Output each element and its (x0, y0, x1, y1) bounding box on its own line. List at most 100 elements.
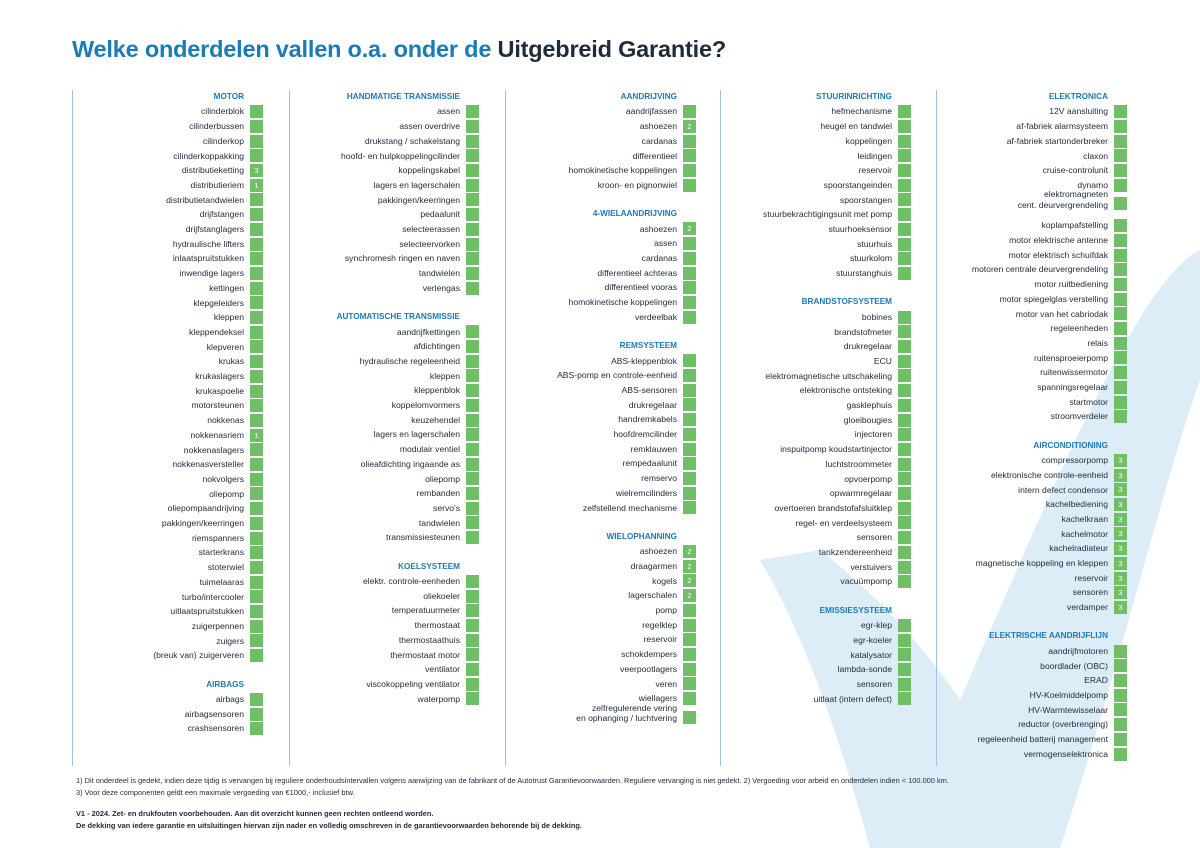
title-lead: Welke onderdelen vallen o.a. onder de (72, 36, 492, 62)
item-label: motorsteunen (191, 400, 244, 411)
item-label: drukregelaar (628, 399, 677, 410)
note-box: 3 (1114, 453, 1127, 467)
item-label: sensoren (1072, 587, 1108, 598)
check-box (683, 692, 696, 705)
check-box (683, 471, 696, 485)
check-box (250, 149, 263, 163)
item-label: handremkabels (618, 414, 677, 425)
check-box (250, 399, 263, 413)
check-box (898, 428, 911, 442)
item-label: differentieel vooras (604, 282, 677, 293)
check-box (898, 134, 911, 148)
check-box (898, 545, 911, 559)
item-label: heugel en tandwiel (820, 121, 892, 132)
item-label: veerpootlagers (620, 663, 677, 674)
check-box (683, 310, 696, 324)
check-box (1114, 105, 1127, 119)
item-label: keuzehendel (411, 414, 460, 425)
item-label: stuurhuis (857, 238, 892, 249)
item-label: klepgeleiders (193, 297, 244, 308)
check-box (250, 193, 263, 207)
item-label: reservoir (643, 634, 677, 645)
check-box (683, 442, 696, 456)
check-box (683, 164, 696, 177)
section-title: AIRCONDITIONING (1033, 440, 1108, 450)
check-box (898, 208, 911, 222)
check-box (466, 340, 479, 353)
item-label: airbags (215, 694, 244, 705)
item-label: spanningsregelaar (1037, 382, 1108, 393)
check-box (683, 383, 696, 397)
item-label: ruitenwissermotor (1040, 367, 1108, 378)
section-title: REMSYSTEEM (619, 341, 677, 351)
check-box (898, 149, 911, 163)
item-label: elektr. controle-eenheden (363, 576, 460, 587)
check-box (466, 487, 479, 500)
section-title: AIRBAGS (206, 679, 244, 689)
item-label: hoofd- en hulpkoppelingcilinder (341, 150, 460, 161)
item-label: rembanden (416, 488, 460, 499)
check-box (466, 134, 479, 148)
column-divider (289, 90, 290, 766)
check-box (898, 516, 911, 530)
check-box (1114, 307, 1127, 321)
item-label: hydraulische regeleenheid (359, 355, 460, 366)
check-box (466, 663, 479, 676)
check-box (683, 633, 696, 647)
item-label: zuigers (216, 635, 244, 646)
check-box (683, 457, 696, 471)
item-label: selecteerassen (402, 224, 460, 235)
check-box (683, 295, 696, 309)
item-label: injectoren (854, 429, 892, 440)
note-box: 3 (1114, 512, 1127, 526)
item-label: motor spiegelglas verstelling (999, 293, 1108, 304)
item-label: cruise-controlunit (1042, 165, 1108, 176)
item-label: cilinderblok (201, 106, 244, 117)
check-box (250, 325, 263, 339)
check-shape (760, 250, 1200, 848)
item-label: ABS-sensoren (621, 384, 677, 395)
check-box (898, 692, 911, 706)
item-label: tandwielen (418, 268, 460, 279)
item-label: magnetische koppeling en kleppen (975, 558, 1108, 569)
item-label: regeleenheid batterij management (977, 734, 1108, 745)
check-box (1114, 732, 1127, 746)
disclaimer: De dekking van iedere garantie en uitslu… (76, 821, 582, 830)
check-box (466, 398, 479, 412)
check-box (1114, 351, 1127, 365)
check-box (466, 472, 479, 486)
check-box (1114, 233, 1127, 247)
item-label: verstuivers (850, 561, 892, 572)
check-box (250, 369, 263, 383)
check-box (250, 413, 263, 427)
item-label: remservo (641, 473, 677, 484)
item-label: claxon (1083, 150, 1108, 161)
item-label: kachelbediening (1045, 499, 1108, 510)
item-label: opwarmregelaar (829, 488, 892, 499)
note-box: 3 (1114, 542, 1127, 556)
item-label: pakkingen/keerringen (377, 194, 460, 205)
check-box (250, 222, 263, 236)
item-label: krukaslagers (195, 371, 244, 382)
item-label: luchtstroommeter (825, 458, 892, 469)
section-title: EMISSIESYSTEEM (819, 605, 892, 615)
item-label: stuurstanghuis (836, 268, 892, 279)
item-label: kroon- en pignonwiel (597, 179, 677, 190)
item-label: lambda-sonde (837, 664, 892, 675)
check-box (466, 119, 479, 133)
item-label: kachelkraan (1061, 513, 1108, 524)
check-box (683, 662, 696, 676)
item-label: HV-Koelmiddelpomp (1029, 689, 1108, 700)
check-box (898, 310, 911, 324)
item-label: (breuk van) zuigerveren (153, 650, 244, 661)
check-box (250, 105, 263, 119)
item-label: aandrijfassen (625, 106, 677, 117)
item-label: pedaalunit (420, 209, 460, 220)
check-box (1114, 380, 1127, 394)
check-box (466, 501, 479, 515)
note-box: 3 (1114, 527, 1127, 541)
check-box (898, 501, 911, 515)
check-box (466, 369, 479, 383)
item-label: selecteervorken (399, 238, 460, 249)
